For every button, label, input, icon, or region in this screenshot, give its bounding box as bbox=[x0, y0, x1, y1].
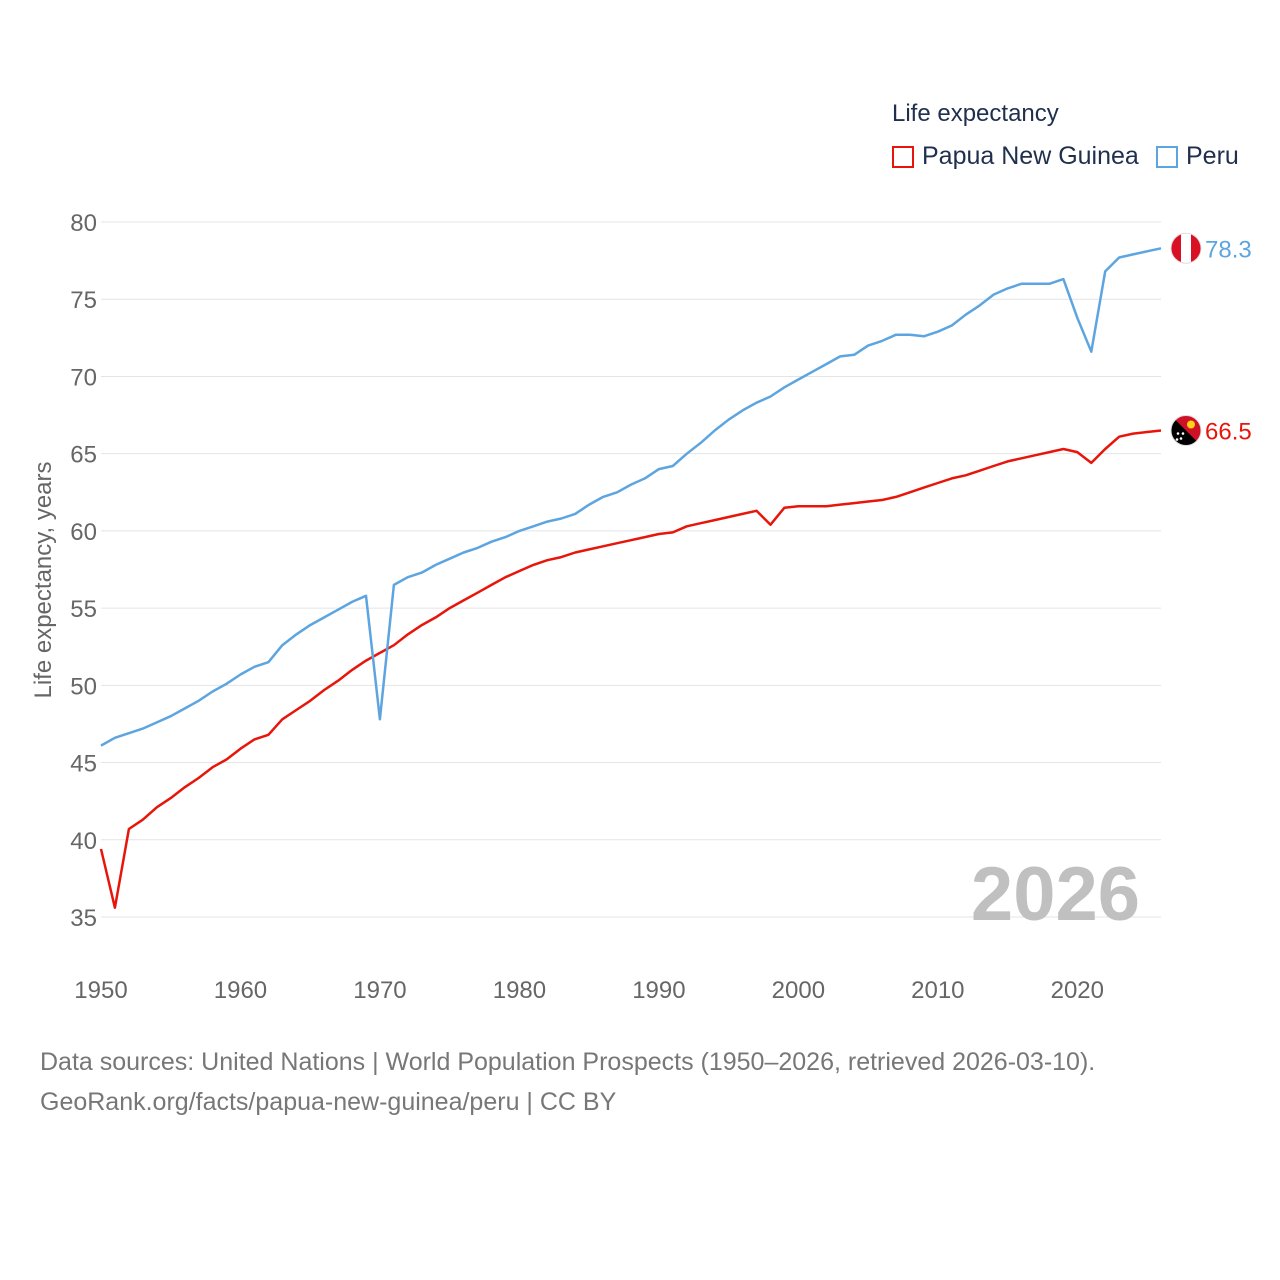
series-line-papua-new-guinea bbox=[99, 429, 1162, 909]
year-watermark: 2026 bbox=[971, 852, 1140, 937]
peru-flag-icon bbox=[1170, 232, 1202, 264]
series-line-peru bbox=[100, 247, 1162, 747]
legend-item-papua-new-guinea[interactable]: Papua New Guinea bbox=[892, 142, 1139, 171]
y-axis-label: Life expectancy, years bbox=[30, 461, 57, 698]
source-line: Data sources: United Nations | World Pop… bbox=[40, 1048, 1096, 1076]
x-tick-label: 1960 bbox=[214, 977, 267, 1004]
legend-item-peru[interactable]: Peru bbox=[1156, 142, 1239, 171]
x-tick-label: 1990 bbox=[632, 977, 685, 1004]
papua-new-guinea-flag-icon bbox=[1170, 415, 1202, 446]
y-tick-label: 60 bbox=[70, 519, 97, 546]
x-tick-label: 1980 bbox=[493, 977, 546, 1004]
x-tick-label: 2010 bbox=[911, 977, 964, 1004]
y-axis: 35 40 45 50 55 60 65 70 75 80 bbox=[70, 210, 97, 932]
y-tick-label: 65 bbox=[70, 442, 97, 469]
y-tick-label: 75 bbox=[70, 287, 97, 314]
source-note: Data sources: United Nations | World Pop… bbox=[40, 1042, 1095, 1122]
x-tick-label: 1970 bbox=[353, 977, 406, 1004]
end-value-label-papua-new-guinea: 66.5 bbox=[1205, 419, 1252, 446]
y-tick-label: 80 bbox=[70, 210, 97, 237]
y-tick-label: 55 bbox=[70, 596, 97, 623]
grid-lines bbox=[101, 221, 1161, 918]
end-value-label-peru: 78.3 bbox=[1205, 236, 1252, 263]
y-tick-label: 35 bbox=[70, 905, 97, 932]
x-tick-label: 1950 bbox=[74, 977, 127, 1004]
source-link[interactable]: GeoRank.org/facts/papua-new-guinea/peru … bbox=[40, 1088, 617, 1116]
series-lines bbox=[99, 247, 1162, 909]
x-tick-label: 2000 bbox=[772, 977, 825, 1004]
x-tick-label: 2020 bbox=[1051, 977, 1104, 1004]
end-markers: 66.5 78.3 bbox=[1170, 232, 1252, 446]
y-tick-label: 50 bbox=[70, 673, 97, 700]
legend-title: Life expectancy bbox=[892, 100, 1059, 127]
legend-swatch-papua-new-guinea bbox=[892, 145, 914, 168]
legend-label: Peru bbox=[1186, 142, 1239, 170]
y-tick-label: 40 bbox=[70, 828, 97, 855]
legend-label: Papua New Guinea bbox=[922, 142, 1139, 170]
x-axis: 1950 1960 1970 1980 1990 2000 2010 2020 bbox=[74, 977, 1104, 1004]
y-tick-label: 45 bbox=[70, 751, 97, 778]
y-tick-label: 70 bbox=[70, 364, 97, 391]
legend-swatch-peru bbox=[1156, 145, 1178, 168]
